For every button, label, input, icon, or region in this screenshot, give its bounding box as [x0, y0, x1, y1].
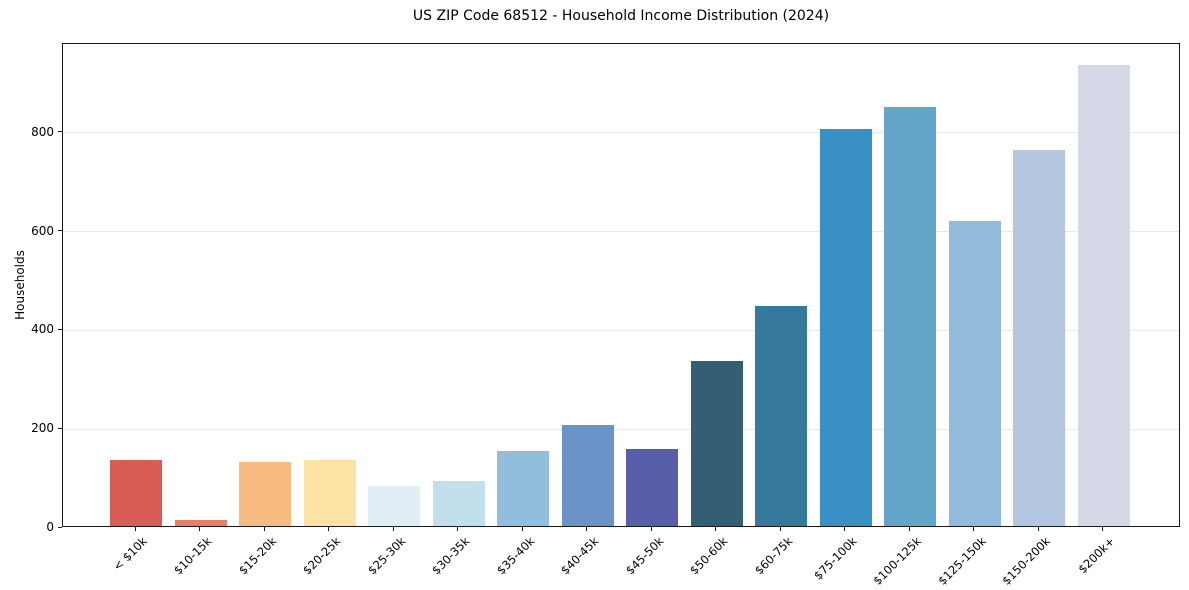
x-tick-label: $25-30k [364, 534, 409, 578]
x-tick-label: $150-200k [999, 534, 1054, 588]
bar-60-75k [755, 306, 808, 526]
x-tick-mark [521, 527, 523, 531]
x-tick-label: $30-35k [429, 534, 473, 578]
x-tick-mark [779, 527, 781, 531]
x-tick-mark [715, 527, 717, 531]
x-tick-mark [650, 527, 652, 531]
gridline [63, 231, 1179, 233]
x-tick-mark [392, 527, 394, 531]
x-tick-label: $200k+ [1075, 534, 1118, 577]
y-tick-mark [58, 526, 62, 528]
x-tick-label: $20-25k [300, 534, 344, 578]
bar-15-20k [239, 461, 292, 526]
bar-40-45k [561, 424, 614, 526]
y-tick-mark [58, 328, 62, 330]
x-tick-label: $50-60k [687, 534, 731, 578]
bar-200k [1077, 65, 1130, 526]
x-tick-label: $35-40k [493, 534, 538, 578]
x-tick-mark [328, 527, 330, 531]
bar-10k [110, 460, 162, 526]
x-tick-label: $125-150k [935, 534, 989, 588]
y-tick-label: 400 [31, 322, 54, 337]
x-tick-label: $75-100k [811, 534, 860, 583]
bar-50-60k [690, 361, 743, 526]
bar-10-15k [174, 520, 227, 526]
y-tick-mark [58, 230, 62, 232]
x-tick-label: $10-15k [170, 534, 215, 578]
x-tick-mark [1037, 527, 1039, 531]
x-tick-mark [199, 527, 201, 531]
chart-title: US ZIP Code 68512 - Household Income Dis… [412, 8, 830, 24]
x-tick-mark [263, 527, 265, 531]
y-tick-label: 600 [31, 223, 54, 238]
x-tick-label: $100-125k [870, 534, 925, 588]
y-tick-mark [58, 427, 62, 429]
bar-100-125k [884, 107, 937, 526]
bar-45-50k [626, 449, 679, 526]
y-axis-label: Households [13, 250, 27, 320]
gridline [63, 329, 1179, 331]
x-tick-mark [844, 527, 846, 531]
bar-125-150k [948, 220, 1001, 526]
y-tick-label: 0 [46, 520, 54, 534]
bar-150-200k [1013, 149, 1066, 526]
x-tick-mark [586, 527, 588, 531]
bar-35-40k [497, 450, 550, 526]
x-tick-label: $45-50k [622, 534, 667, 578]
x-tick-label: $15-20k [235, 534, 279, 578]
gridline [63, 132, 1179, 134]
x-tick-mark [1102, 527, 1104, 531]
y-tick-label: 800 [31, 124, 54, 139]
x-tick-mark [908, 527, 910, 531]
x-tick-label: $40-45k [558, 534, 602, 578]
x-tick-mark [457, 527, 459, 531]
y-tick-mark [58, 131, 62, 133]
y-tick-label: 200 [31, 421, 54, 436]
plot-area [62, 43, 1180, 527]
bar-75-100k [819, 129, 872, 526]
bar-25-30k [368, 486, 421, 526]
x-tick-mark [973, 527, 975, 531]
bar-20-25k [303, 460, 356, 526]
gridline [63, 428, 1179, 430]
x-tick-label: $60-75k [751, 534, 796, 578]
bar-30-35k [432, 480, 485, 526]
x-tick-mark [134, 527, 136, 531]
x-tick-label: < $10k [110, 534, 150, 574]
